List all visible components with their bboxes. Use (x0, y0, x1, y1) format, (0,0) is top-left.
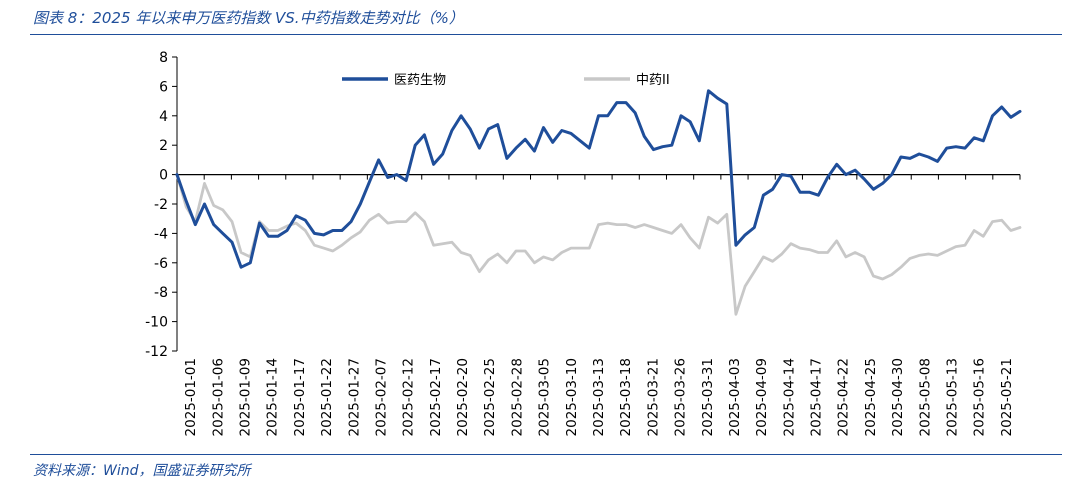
x-tick-label: 2025-01-09 (237, 358, 253, 436)
legend-label: 医药生物 (394, 73, 446, 88)
x-tick-label: 2025-04-14 (781, 358, 797, 436)
x-axis: 2025-01-01 2025-01-06 2025-01-09 2025-01-14… (176, 174, 1021, 436)
y-tick-label: -4 (154, 226, 168, 242)
x-tick-label: 2025-03-26 (673, 358, 689, 436)
y-tick-label: 6 (159, 79, 168, 95)
series-line-tcm (175, 173, 1022, 316)
y-tick-label: -2 (154, 197, 168, 213)
x-tick-label: 2025-02-12 (401, 358, 417, 436)
legend-label: 中药II (636, 73, 670, 88)
x-tick-label: 2025-04-09 (754, 358, 770, 436)
series-lines (175, 89, 1022, 316)
x-tick-label: 2025-03-31 (700, 358, 716, 436)
x-tick-label: 2025-01-27 (346, 358, 362, 436)
y-tick-label: -10 (145, 315, 168, 331)
y-tick-label: 2 (159, 138, 168, 154)
source-note: 资料来源：Wind，国盛证券研究所 (33, 463, 251, 479)
x-tick-label: 2025-04-17 (809, 358, 825, 436)
source-rule (30, 454, 1062, 455)
x-tick-label: 2025-02-07 (373, 358, 389, 436)
x-tick-label: 2025-03-13 (591, 358, 607, 436)
y-tick-label: 4 (159, 109, 168, 125)
y-axis: 8 6 4 2 0 -2 -4 -6 -8 -10 -12 (145, 50, 178, 360)
title-rule (30, 34, 1062, 35)
x-tick-label: 2025-01-14 (265, 358, 281, 436)
x-tick-label: 2025-05-13 (945, 358, 961, 436)
x-tick-label: 2025-02-20 (455, 358, 471, 436)
x-tick-label: 2025-04-25 (863, 358, 879, 436)
x-tick-label: 2025-01-06 (210, 358, 226, 436)
x-tick-label: 2025-04-03 (727, 358, 743, 436)
y-tick-label: -8 (154, 285, 168, 301)
x-tick-label: 2025-03-05 (537, 358, 553, 436)
x-tick-label: 2025-01-17 (292, 358, 308, 436)
x-tick-label: 2025-03-18 (618, 358, 634, 436)
x-tick-label: 2025-05-16 (972, 358, 988, 436)
x-tick-label: 2025-04-30 (890, 358, 906, 436)
y-tick-label: -6 (154, 256, 168, 272)
x-tick-label: 2025-01-01 (183, 358, 199, 436)
x-tick-label: 2025-03-10 (564, 358, 580, 436)
x-tick-label: 2025-04-22 (836, 358, 852, 436)
series-line-pharma (175, 89, 1022, 269)
x-tick-label: 2025-02-25 (482, 358, 498, 436)
x-tick-label: 2025-02-28 (509, 358, 525, 436)
legend: 医药生物 中药II (342, 73, 670, 88)
x-tick-label: 2025-03-21 (645, 358, 661, 436)
x-tick-label: 2025-01-22 (319, 358, 335, 436)
x-tick-label: 2025-05-08 (917, 358, 933, 436)
y-tick-label: 0 (159, 168, 168, 184)
x-tick-label: 2025-05-21 (999, 358, 1015, 436)
x-tick-label: 2025-02-17 (428, 358, 444, 436)
y-tick-label: 8 (159, 50, 168, 66)
y-tick-label: -12 (145, 344, 168, 360)
figure-title: 图表 8：2025 年以来申万医药指数 VS.中药指数走势对比（%） (33, 9, 464, 27)
